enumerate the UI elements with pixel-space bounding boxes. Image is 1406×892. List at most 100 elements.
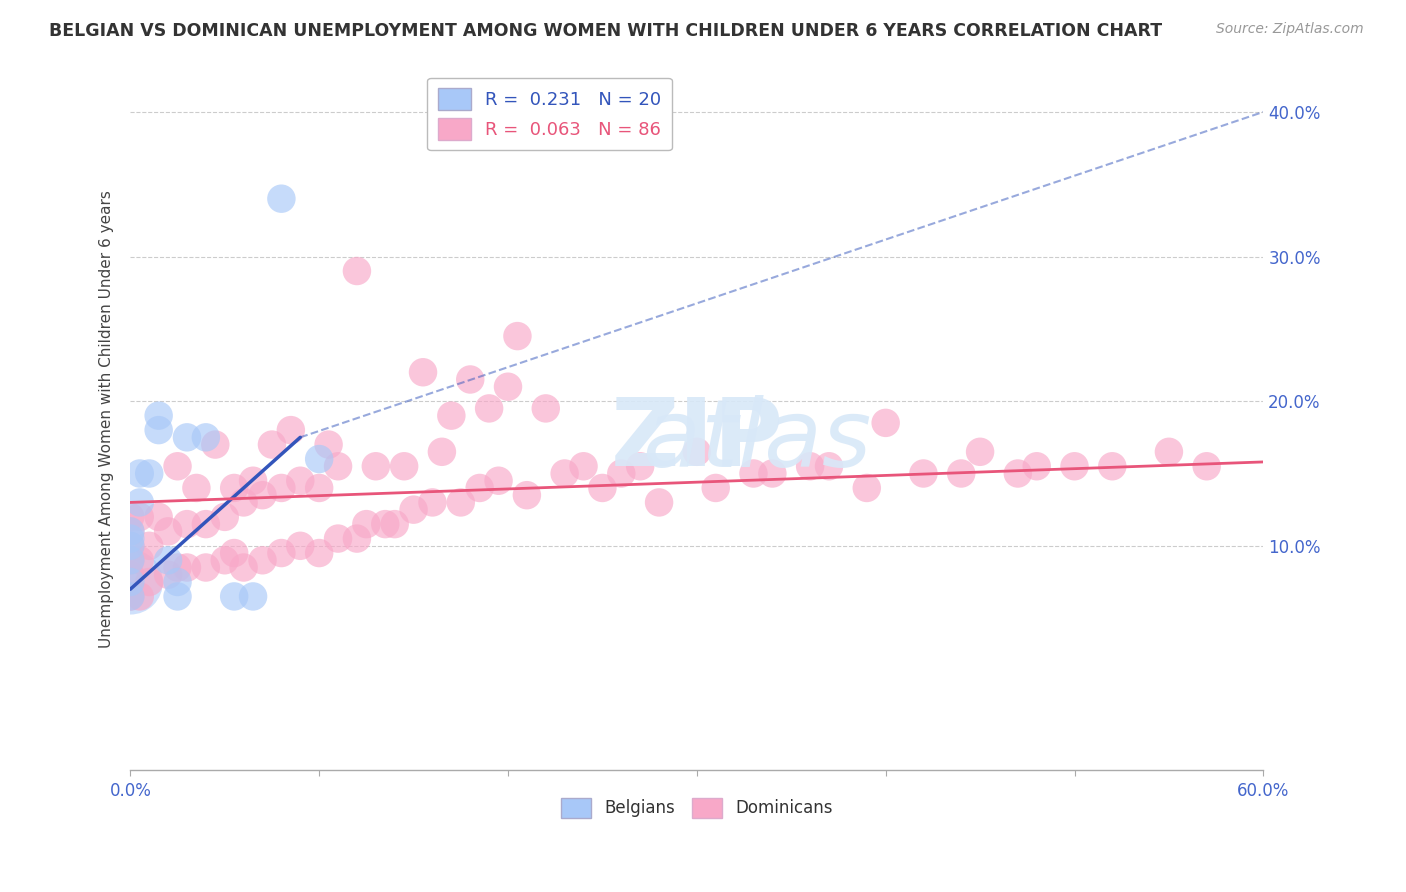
Point	[270, 481, 292, 495]
Point	[412, 365, 434, 379]
Point	[120, 532, 142, 546]
Point	[120, 567, 142, 582]
Point	[242, 590, 264, 604]
Point	[422, 495, 444, 509]
Point	[128, 509, 150, 524]
Point	[440, 409, 463, 423]
Point	[1101, 459, 1123, 474]
Point	[308, 481, 330, 495]
Point	[157, 524, 180, 539]
Point	[194, 517, 217, 532]
Point	[186, 481, 208, 495]
Point	[430, 445, 453, 459]
Point	[270, 192, 292, 206]
Point	[468, 481, 491, 495]
Point	[176, 430, 198, 444]
Text: 60.0%: 60.0%	[1237, 781, 1289, 799]
Point	[704, 481, 727, 495]
Point	[496, 380, 519, 394]
Point	[120, 553, 142, 567]
Point	[120, 539, 142, 553]
Point	[610, 467, 633, 481]
Point	[1025, 459, 1047, 474]
Point	[214, 553, 236, 567]
Point	[478, 401, 501, 416]
Point	[204, 437, 226, 451]
Point	[138, 539, 160, 553]
Point	[260, 437, 283, 451]
Point	[912, 467, 935, 481]
Point	[686, 445, 709, 459]
Point	[308, 452, 330, 467]
Point	[374, 517, 396, 532]
Point	[120, 553, 142, 567]
Point	[458, 372, 481, 386]
Point	[138, 467, 160, 481]
Point	[120, 539, 142, 553]
Point	[120, 590, 142, 604]
Point	[554, 467, 576, 481]
Point	[194, 430, 217, 444]
Point	[252, 488, 274, 502]
Point	[572, 459, 595, 474]
Point	[176, 517, 198, 532]
Point	[1007, 467, 1029, 481]
Point	[290, 539, 312, 553]
Point	[969, 445, 991, 459]
Point	[120, 509, 142, 524]
Point	[318, 437, 340, 451]
Point	[242, 474, 264, 488]
Point	[224, 546, 246, 560]
Point	[120, 574, 142, 589]
Point	[232, 560, 254, 574]
Point	[516, 488, 538, 502]
Point	[742, 467, 765, 481]
Point	[392, 459, 415, 474]
Point	[232, 495, 254, 509]
Point	[950, 467, 973, 481]
Text: ZIP: ZIP	[610, 394, 783, 486]
Point	[875, 416, 897, 430]
Point	[384, 517, 406, 532]
Point	[120, 524, 142, 539]
Point	[157, 553, 180, 567]
Point	[280, 423, 302, 437]
Point	[488, 474, 510, 488]
Text: Source: ZipAtlas.com: Source: ZipAtlas.com	[1216, 22, 1364, 37]
Point	[648, 495, 671, 509]
Point	[799, 459, 821, 474]
Point	[166, 590, 188, 604]
Point	[356, 517, 378, 532]
Point	[402, 502, 425, 516]
Point	[128, 553, 150, 567]
Point	[1063, 459, 1085, 474]
Point	[120, 590, 142, 604]
Point	[252, 553, 274, 567]
Point	[628, 459, 651, 474]
Point	[270, 546, 292, 560]
Point	[128, 495, 150, 509]
Point	[224, 590, 246, 604]
Point	[166, 459, 188, 474]
Point	[761, 467, 783, 481]
Legend: Belgians, Dominicans: Belgians, Dominicans	[554, 791, 839, 825]
Point	[120, 574, 142, 589]
Point	[450, 495, 472, 509]
Point	[326, 532, 349, 546]
Point	[308, 546, 330, 560]
Point	[591, 481, 613, 495]
Point	[138, 574, 160, 589]
Point	[855, 481, 877, 495]
Point	[224, 481, 246, 495]
Point	[1195, 459, 1218, 474]
Point	[326, 459, 349, 474]
Point	[364, 459, 387, 474]
Point	[506, 329, 529, 343]
Point	[346, 532, 368, 546]
Y-axis label: Unemployment Among Women with Children Under 6 years: Unemployment Among Women with Children U…	[100, 190, 114, 648]
Text: BELGIAN VS DOMINICAN UNEMPLOYMENT AMONG WOMEN WITH CHILDREN UNDER 6 YEARS CORREL: BELGIAN VS DOMINICAN UNEMPLOYMENT AMONG …	[49, 22, 1163, 40]
Point	[157, 567, 180, 582]
Point	[534, 401, 557, 416]
Point	[194, 560, 217, 574]
Point	[128, 467, 150, 481]
